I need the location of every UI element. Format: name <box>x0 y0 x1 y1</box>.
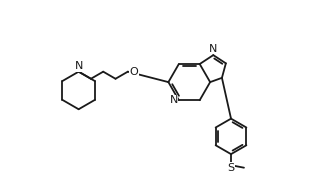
Text: S: S <box>227 163 235 173</box>
Text: N: N <box>209 44 218 54</box>
Text: O: O <box>129 67 138 77</box>
Text: N: N <box>74 61 83 71</box>
Text: N: N <box>169 95 178 105</box>
